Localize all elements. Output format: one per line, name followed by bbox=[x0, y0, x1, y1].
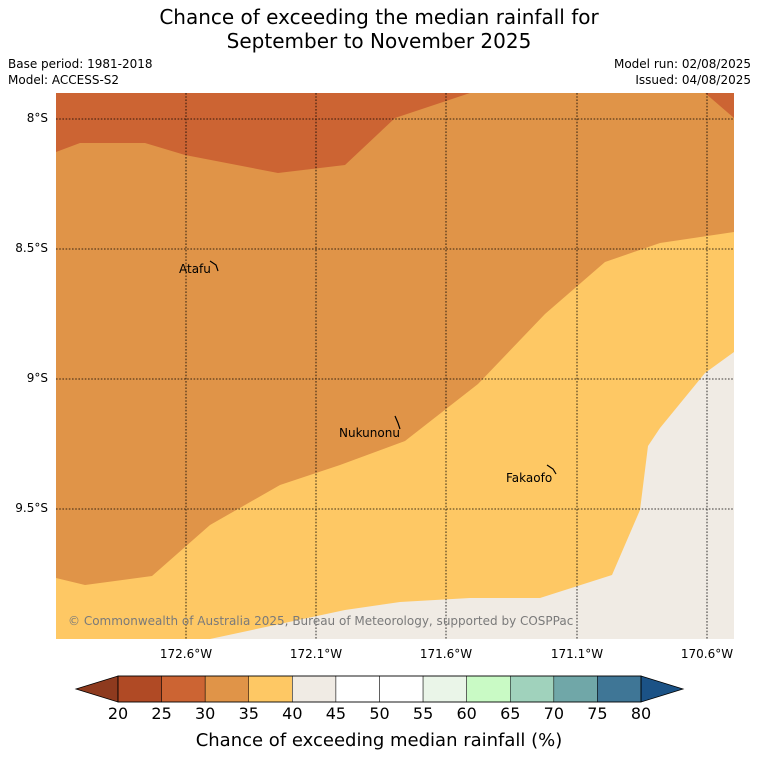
issued-date: Issued: 04/08/2025 bbox=[635, 73, 751, 87]
colorbar-tick-label: 65 bbox=[500, 704, 521, 723]
colorbar-frame bbox=[117, 675, 642, 703]
region-35-45 bbox=[210, 352, 734, 639]
colorbar-tick-label: 45 bbox=[325, 704, 347, 723]
colorbar-tick-label: 30 bbox=[194, 704, 216, 723]
colorbar-tick-label: 40 bbox=[282, 704, 303, 723]
lon-label-172-6: 172.6°W bbox=[159, 647, 213, 661]
colorbar-segment bbox=[597, 675, 642, 703]
lon-label-171-1: 171.1°W bbox=[550, 647, 604, 661]
colorbar-tick-label: 70 bbox=[543, 704, 564, 723]
fakaofo-atoll bbox=[546, 464, 557, 475]
colorbar-tick-label: 35 bbox=[238, 704, 259, 723]
colorbar-title: Chance of exceeding median rainfall (%) bbox=[195, 730, 563, 751]
lat-label-8: 8°S bbox=[26, 111, 48, 125]
title-line-2: September to November 2025 bbox=[226, 29, 532, 53]
colorbar-segment bbox=[553, 675, 598, 703]
colorbar-tick-label: 80 bbox=[630, 704, 652, 723]
colorbar-tick-label: 50 bbox=[369, 704, 390, 723]
colorbar-segments bbox=[117, 675, 642, 703]
lat-label-8-5: 8.5°S bbox=[15, 241, 48, 255]
region-20-25-north bbox=[56, 93, 470, 173]
region-20-25-northeast bbox=[660, 93, 734, 118]
colorbar-segment bbox=[292, 675, 337, 703]
lat-label-9: 9°S bbox=[26, 371, 48, 385]
place-fakaofo: Fakaofo bbox=[506, 471, 553, 485]
colorbar-segment bbox=[422, 675, 467, 703]
colorbar-segment bbox=[117, 675, 162, 703]
model-run: Model run: 02/08/2025 bbox=[613, 57, 751, 71]
colorbar-segment bbox=[161, 675, 206, 703]
model-name: Model: ACCESS-S2 bbox=[8, 73, 120, 87]
colorbar-tick-label: 25 bbox=[151, 704, 172, 723]
colorbar-tick-label: 20 bbox=[107, 704, 129, 723]
map-title: Chance of exceeding the median rainfall … bbox=[0, 5, 758, 53]
lon-label-170-6: 170.6°W bbox=[680, 647, 734, 661]
lon-label-171-6: 171.6°W bbox=[419, 647, 473, 661]
nukunonu-atoll bbox=[394, 415, 401, 430]
meta-left: Base period: 1981-2018 Model: ACCESS-S2 bbox=[8, 56, 153, 88]
colorbar-segment bbox=[466, 675, 511, 703]
colorbar-tick-label: 75 bbox=[587, 704, 608, 723]
colorbar-segment bbox=[204, 675, 250, 703]
colorbar-tick-label: 60 bbox=[456, 704, 477, 723]
region-30-35 bbox=[56, 232, 734, 639]
colorbar-segment bbox=[248, 675, 293, 703]
colorbar-tick-label: 55 bbox=[412, 704, 434, 723]
atafu-atoll bbox=[209, 260, 219, 272]
copyright-notice: © Commonwealth of Australia 2025, Bureau… bbox=[68, 614, 574, 628]
colorbar-segment bbox=[335, 675, 380, 703]
lon-label-172-1: 172.1°W bbox=[289, 647, 343, 661]
colorbar-under-arrow bbox=[74, 675, 119, 703]
title-line-1: Chance of exceeding the median rainfall … bbox=[159, 5, 599, 29]
place-nukunonu: Nukunonu bbox=[339, 426, 400, 440]
graticule bbox=[56, 93, 734, 639]
base-period: Base period: 1981-2018 bbox=[8, 57, 153, 71]
atolls bbox=[209, 260, 557, 475]
colorbar-segment bbox=[379, 675, 424, 703]
lat-label-9-5: 9.5°S bbox=[15, 501, 48, 515]
place-atafu: Atafu bbox=[179, 262, 211, 276]
meta-right: Model run: 02/08/2025 Issued: 04/08/2025 bbox=[614, 56, 751, 88]
colorbar-segment bbox=[510, 675, 555, 703]
colorbar-over-arrow bbox=[640, 675, 685, 703]
